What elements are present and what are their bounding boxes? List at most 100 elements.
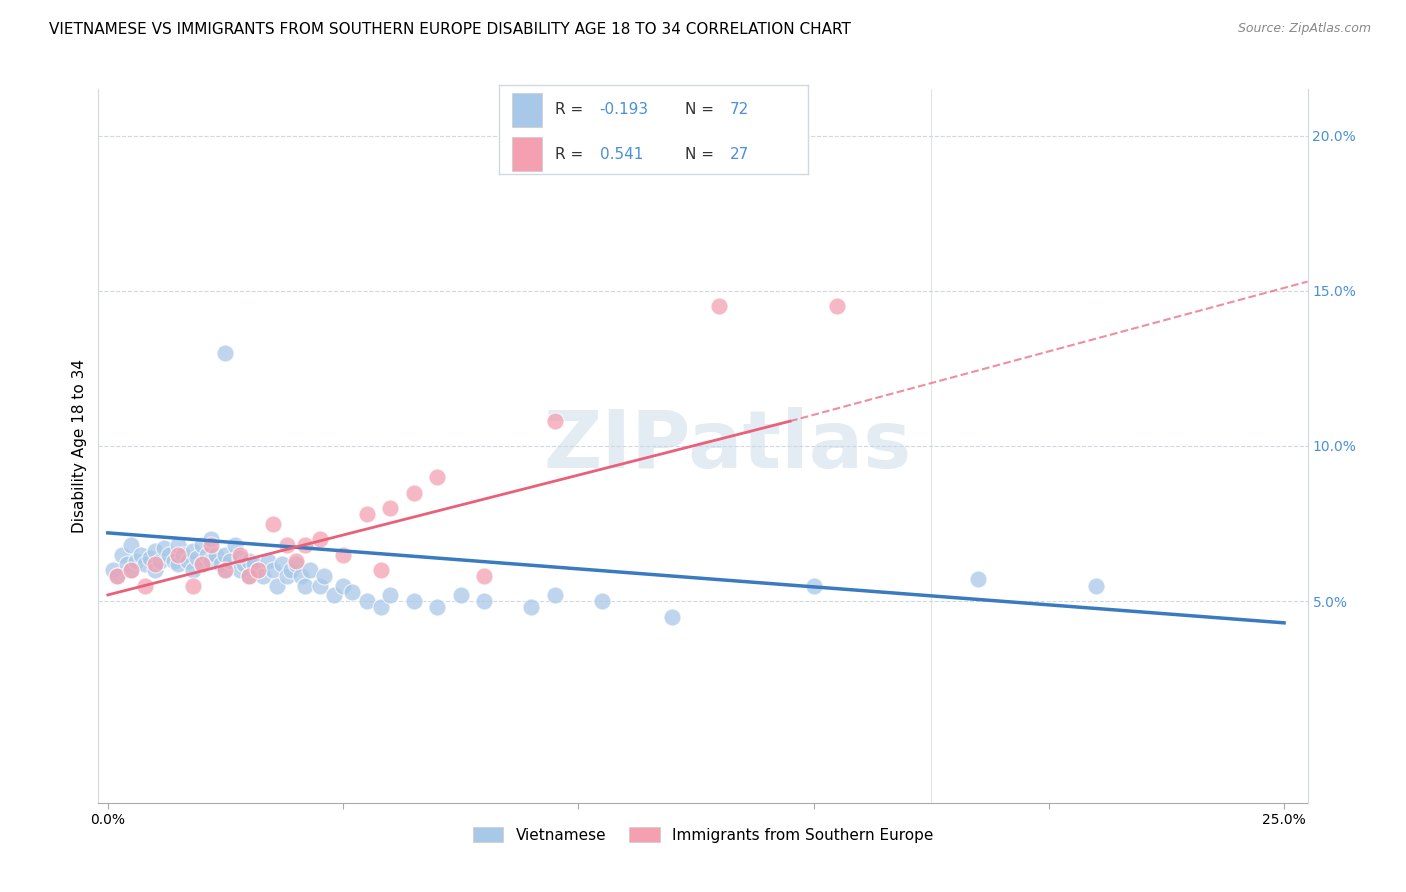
Point (285, 557, 308, 571)
Point (322, 588, 344, 602)
Point (472, 569, 495, 583)
Point (294, 579, 316, 593)
Point (256, 554, 278, 568)
Point (356, 594, 378, 608)
Point (252, 569, 274, 583)
Text: 72: 72 (730, 103, 749, 117)
Point (115, 557, 138, 571)
Text: N =: N = (685, 147, 718, 161)
Y-axis label: Disability Age 18 to 34: Disability Age 18 to 34 (72, 359, 87, 533)
Point (262, 563, 284, 577)
FancyBboxPatch shape (512, 137, 543, 171)
Point (125, 554, 148, 568)
Point (167, 548, 190, 562)
Point (825, 299, 848, 313)
Point (238, 569, 260, 583)
Point (262, 516, 284, 531)
Point (228, 550, 250, 565)
Point (139, 550, 162, 565)
Point (101, 563, 124, 577)
Point (591, 594, 613, 608)
Point (219, 554, 242, 568)
Point (308, 579, 330, 593)
Point (238, 569, 260, 583)
Point (172, 548, 194, 562)
Point (209, 557, 232, 571)
Point (214, 563, 236, 577)
Point (544, 588, 567, 602)
Text: VIETNAMESE VS IMMIGRANTS FROM SOUTHERN EUROPE DISABILITY AGE 18 TO 34 CORRELATIO: VIETNAMESE VS IMMIGRANTS FROM SOUTHERN E… (49, 22, 851, 37)
Point (342, 584, 364, 599)
Point (191, 557, 214, 571)
Point (186, 550, 208, 565)
Point (149, 554, 172, 568)
Text: N =: N = (685, 103, 718, 117)
Point (370, 563, 392, 577)
Text: Source: ZipAtlas.com: Source: ZipAtlas.com (1237, 22, 1371, 36)
Point (167, 538, 190, 552)
Point (709, 299, 731, 313)
Point (314, 569, 336, 583)
Point (177, 554, 200, 568)
Point (1084, 579, 1107, 593)
Point (285, 554, 308, 568)
Point (378, 588, 401, 602)
Point (450, 588, 472, 602)
Text: 0.541: 0.541 (599, 147, 643, 161)
Point (299, 563, 322, 577)
Point (242, 557, 264, 571)
Point (134, 557, 156, 571)
Point (803, 579, 825, 593)
Point (120, 563, 142, 577)
Text: R =: R = (555, 147, 588, 161)
Point (167, 557, 190, 571)
Point (214, 548, 236, 562)
Point (426, 600, 449, 615)
Point (153, 541, 176, 556)
Point (157, 548, 180, 562)
Point (214, 563, 236, 577)
Point (520, 600, 543, 615)
Point (111, 548, 134, 562)
Point (224, 538, 246, 552)
FancyBboxPatch shape (512, 93, 543, 127)
Point (195, 548, 218, 562)
Point (228, 563, 250, 577)
Point (181, 563, 204, 577)
Point (967, 573, 990, 587)
Point (105, 569, 128, 583)
Point (472, 594, 495, 608)
Point (290, 569, 312, 583)
Point (214, 346, 236, 360)
Point (402, 485, 425, 500)
Point (200, 554, 222, 568)
Point (205, 548, 228, 562)
Point (120, 563, 142, 577)
Point (181, 579, 204, 593)
Point (181, 544, 204, 558)
Point (247, 563, 270, 577)
Point (661, 609, 683, 624)
Point (120, 538, 142, 552)
Point (129, 548, 152, 562)
Point (332, 548, 354, 562)
Point (191, 557, 214, 571)
Text: R =: R = (555, 103, 588, 117)
Point (105, 569, 128, 583)
Point (233, 557, 256, 571)
Point (143, 563, 166, 577)
Point (356, 508, 378, 522)
Point (276, 569, 298, 583)
Point (266, 579, 288, 593)
Point (228, 548, 250, 562)
Point (308, 532, 330, 546)
Text: 27: 27 (730, 147, 749, 161)
Point (238, 554, 260, 568)
Point (134, 579, 156, 593)
Point (332, 579, 354, 593)
Point (200, 538, 222, 552)
Point (370, 600, 392, 615)
Text: ZIPatlas: ZIPatlas (543, 407, 911, 485)
Point (163, 554, 186, 568)
Point (271, 557, 294, 571)
